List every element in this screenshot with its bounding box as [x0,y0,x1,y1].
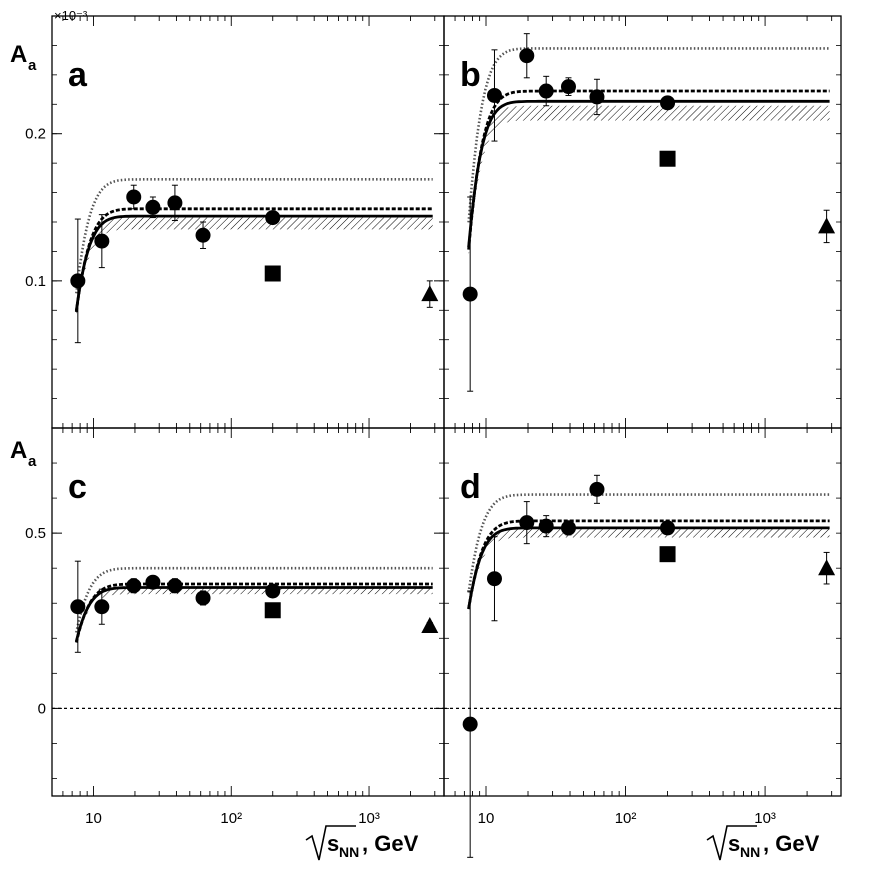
data-point-square [659,546,676,563]
data-point-circle [462,716,478,732]
panel-label: c [68,468,87,506]
panel-frame [443,427,842,797]
y-axis-title-sub: a [28,57,37,74]
panel-label: d [460,468,481,506]
data-point-circle [195,590,211,606]
data-point-circle [94,599,110,615]
data-point-circle [560,79,576,95]
x-axis-title-right: s NN , GeV [706,825,820,861]
data-point-circle [70,273,86,289]
y-tick-label: 0.5 [25,525,46,542]
sqrt-sign-icon [305,825,356,861]
data-point-triangle [818,217,836,234]
data-point-circle [70,599,86,615]
data-point-circle [486,571,502,587]
data-point-circle [126,578,142,594]
data-point-square [264,602,281,619]
data-point-circle [538,518,554,534]
panel-a: 0.1 0.2 a [25,15,445,429]
x-axis-title-root: s [327,831,339,856]
data-point-circle [589,89,605,105]
y-tick-label: 0.2 [25,126,46,143]
data-point-circle [167,578,183,594]
model-curve-solid [467,99,830,248]
data-point-circle [519,515,535,531]
model-curve-solid [74,586,433,642]
data-point-circle [660,95,676,111]
data-point-triangle [421,285,439,302]
model-curve-dotted [75,178,433,294]
y-axis-title-bottom: A a [10,437,37,470]
panel-frame [443,15,842,429]
x-tick-label: 10³ [358,810,380,827]
panel-d: 10 10² 10³ d [443,427,842,858]
data-point-circle [486,87,502,103]
data-point-circle [145,199,161,215]
y-tick-label: 0 [38,700,46,717]
x-axis-title-unit: , GeV [362,831,419,856]
x-tick-label: 10³ [754,810,776,827]
x-tick-label: 10² [615,810,637,827]
panel-label: a [68,56,88,94]
x-tick-label: 10 [478,810,495,827]
x-axis-title-sub: NN [339,844,359,860]
data-point-circle [519,48,535,64]
y-axis-title-sub: a [28,453,37,470]
model-curve-dashed [74,582,433,643]
data-point-triangle [818,559,836,576]
x-axis-title-root: s [728,831,740,856]
y-exponent-label: ×10⁻³ [54,8,88,23]
panel-label: b [460,56,481,94]
panel-frame [51,427,445,797]
x-tick-label: 10² [220,810,242,827]
data-point-circle [265,583,281,599]
data-point-circle [265,210,281,226]
y-axis-title-top: A a [10,41,37,74]
model-curve-solid [467,526,830,609]
data-point-circle [145,574,161,590]
x-axis-title-sub: NN [740,844,760,860]
data-point-circle [167,195,183,211]
data-point-square [659,150,676,167]
model-uncertainty-band [76,217,433,319]
y-axis-title-main: A [10,41,27,68]
sqrt-sign-icon [706,825,757,861]
model-curve-dashed [467,89,830,250]
data-point-circle [94,233,110,249]
data-point-square [264,265,281,282]
data-point-circle [589,481,605,497]
data-point-circle [126,189,142,205]
y-axis-title-main: A [10,437,27,464]
y-tick-label: 0.1 [25,273,46,290]
panel-b: b [443,15,842,429]
model-curve-solid [74,214,433,312]
x-axis-title-left: s NN , GeV [305,825,419,861]
data-point-circle [538,83,554,99]
model-uncertainty-band [468,528,830,614]
x-axis-title-unit: , GeV [763,831,820,856]
panel-c: 0 0.5 10 10² 10³ c [25,427,445,827]
data-point-circle [560,520,576,536]
model-curve-dotted [75,566,433,633]
model-curve-dotted [467,47,830,223]
model-uncertainty-band [468,105,830,258]
data-point-triangle [421,617,439,634]
model-curve-dotted [467,493,830,593]
model-uncertainty-band [76,587,433,646]
x-tick-label: 10 [85,810,102,827]
data-point-circle [462,286,478,302]
data-point-circle [195,227,211,243]
data-point-circle [660,520,676,536]
